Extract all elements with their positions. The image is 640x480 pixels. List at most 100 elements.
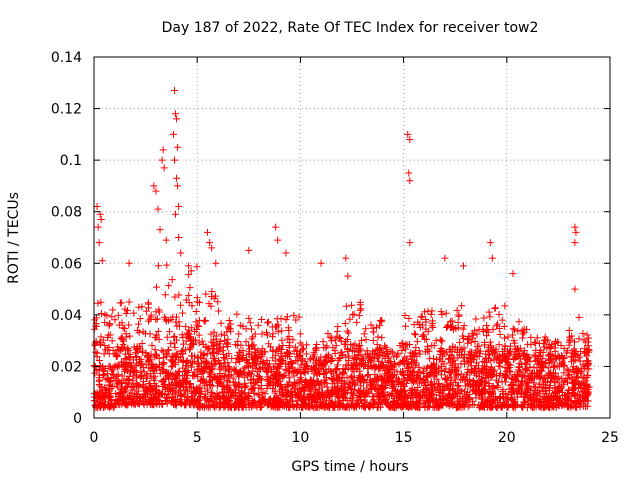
data-point (160, 365, 168, 373)
data-point (207, 362, 215, 370)
data-point (125, 373, 133, 381)
data-point (509, 270, 517, 278)
data-point (335, 375, 343, 383)
chart-title: Day 187 of 2022, Rate Of TEC Index for r… (162, 20, 539, 36)
data-point (444, 391, 452, 399)
y-tick-label: 0.14 (51, 50, 82, 66)
data-point (142, 361, 150, 369)
data-point (334, 379, 342, 387)
data-point (174, 396, 182, 404)
data-point (117, 358, 125, 366)
data-point (133, 380, 141, 388)
y-tick-label: 0.08 (51, 205, 82, 221)
data-point (342, 302, 350, 310)
data-point (186, 359, 194, 367)
data-point (303, 403, 311, 411)
data-point (550, 403, 558, 411)
data-point (375, 345, 383, 353)
data-point (427, 310, 435, 318)
data-point (322, 403, 330, 411)
data-point (173, 174, 181, 182)
data-point (201, 357, 209, 365)
data-point (476, 379, 484, 387)
data-point (410, 377, 418, 385)
data-point (439, 390, 447, 398)
data-point (242, 338, 250, 346)
y-axis-label: ROTI / TECUs (6, 192, 22, 284)
data-point (159, 146, 167, 154)
data-point (97, 310, 105, 318)
data-point (121, 400, 129, 408)
data-point (376, 372, 384, 380)
x-tick-label: 0 (90, 430, 99, 446)
data-point (567, 353, 575, 361)
data-point (583, 331, 591, 339)
data-point (279, 341, 287, 349)
data-point (121, 325, 129, 333)
data-point (328, 334, 336, 342)
data-point (323, 388, 331, 396)
data-point (104, 334, 112, 342)
data-point (290, 311, 298, 319)
data-point (320, 366, 328, 374)
data-point (196, 353, 204, 361)
data-point (264, 319, 272, 327)
data-point (312, 346, 320, 354)
data-point (208, 244, 216, 252)
data-point (188, 302, 196, 310)
data-point (306, 356, 314, 364)
data-point (101, 318, 109, 326)
data-point (575, 353, 583, 361)
data-point (167, 340, 175, 348)
data-point (182, 337, 190, 345)
data-point (344, 347, 352, 355)
data-point (471, 381, 479, 389)
data-point (382, 363, 390, 371)
data-point (580, 383, 588, 391)
data-point (567, 397, 575, 405)
data-point (145, 304, 153, 312)
data-point (532, 346, 540, 354)
data-point (469, 377, 477, 385)
data-point (527, 333, 535, 341)
data-point (405, 370, 413, 378)
data-point (245, 314, 253, 322)
data-point (94, 223, 102, 231)
data-point (327, 400, 335, 408)
data-point (471, 337, 479, 345)
data-point (434, 367, 442, 375)
data-point (385, 363, 393, 371)
data-point (255, 372, 263, 380)
data-point (545, 402, 553, 410)
data-point (225, 350, 233, 358)
data-point (237, 387, 245, 395)
data-point (467, 357, 475, 365)
data-point (478, 370, 486, 378)
data-point (162, 351, 170, 359)
data-point (574, 366, 582, 374)
data-point (207, 330, 215, 338)
data-point (445, 354, 453, 362)
data-point (496, 352, 504, 360)
data-point (138, 303, 146, 311)
data-point (356, 341, 364, 349)
data-point (514, 327, 522, 335)
data-point (584, 371, 592, 379)
data-point (261, 364, 269, 372)
data-point (585, 346, 593, 354)
data-point (320, 378, 328, 386)
data-point (412, 344, 420, 352)
data-point (277, 315, 285, 323)
data-point (581, 397, 589, 405)
data-point (248, 370, 256, 378)
data-point (584, 402, 592, 410)
data-point (193, 366, 201, 374)
data-point (117, 299, 125, 307)
data-point (381, 374, 389, 382)
data-point (141, 391, 149, 399)
data-point (99, 336, 107, 344)
data-point (443, 397, 451, 405)
data-point (175, 318, 183, 326)
data-point (501, 352, 509, 360)
data-point (389, 372, 397, 380)
